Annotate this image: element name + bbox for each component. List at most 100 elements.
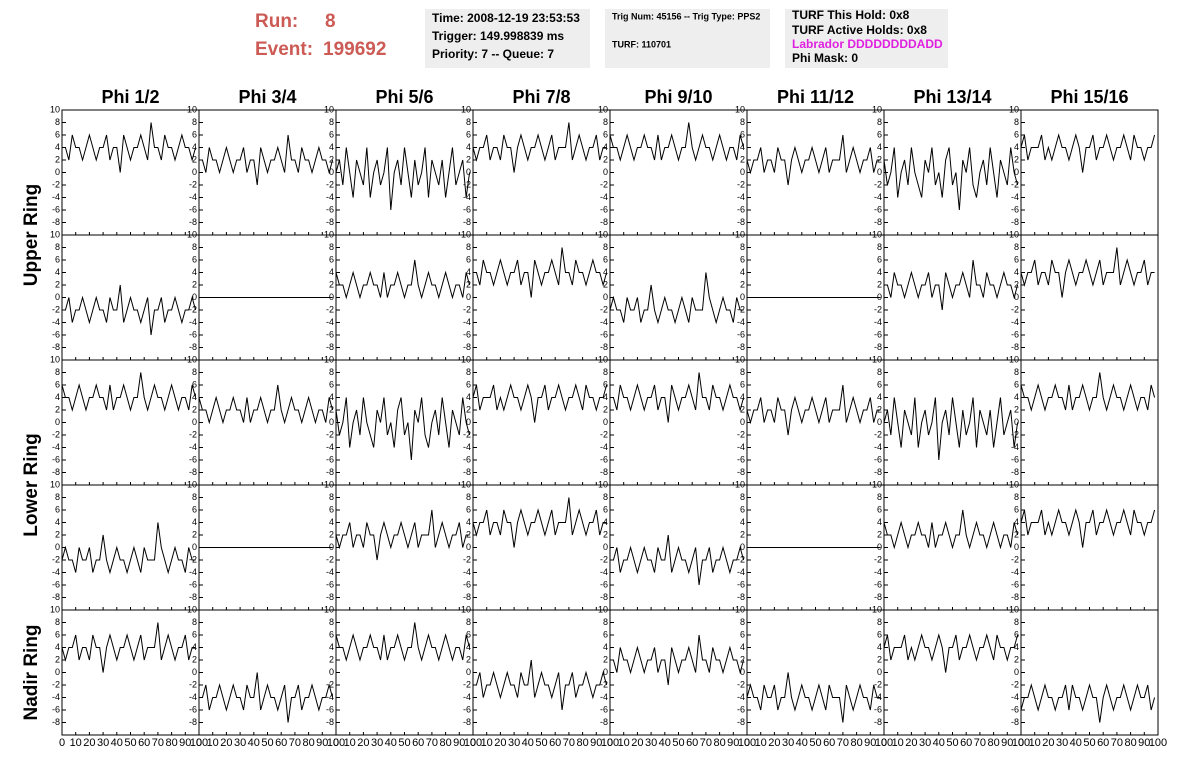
y-tick-label: 2 — [877, 529, 882, 539]
y-tick-label: 4 — [192, 642, 197, 652]
y-tick-label: 0 — [466, 667, 471, 677]
x-tick-label: 0 — [333, 737, 339, 749]
y-tick-label: 6 — [603, 379, 608, 389]
y-tick-label: -6 — [463, 204, 471, 214]
x-tick-label: 30 — [645, 737, 657, 749]
y-tick-label: 8 — [740, 492, 745, 502]
waveform — [1020, 508, 1156, 548]
y-tick-label: 4 — [466, 642, 471, 652]
y-tick-label: 2 — [329, 529, 334, 539]
y-tick-label: -8 — [600, 342, 608, 352]
waveform — [62, 122, 197, 173]
y-tick-label: -6 — [1011, 204, 1019, 214]
x-tick-label: 70 — [837, 737, 849, 749]
y-tick-label: -4 — [874, 442, 882, 452]
y-tick-label: 6 — [55, 504, 60, 514]
y-tick-label: 2 — [740, 154, 745, 164]
x-tick-label: 30 — [508, 737, 520, 749]
x-tick-label: 10 — [755, 737, 767, 749]
y-tick-label: 10 — [735, 604, 745, 614]
y-tick-label: 4 — [877, 267, 882, 277]
y-tick-label: -8 — [463, 592, 471, 602]
x-tick-label: 60 — [549, 737, 561, 749]
y-tick-label: -2 — [737, 179, 745, 189]
column-title: Phi 11/12 — [777, 87, 854, 107]
x-tick-label: 90 — [1001, 737, 1013, 749]
y-tick-label: -4 — [52, 192, 60, 202]
y-tick-label: -2 — [1011, 429, 1019, 439]
x-tick-label: 70 — [700, 737, 712, 749]
y-tick-label: 8 — [55, 117, 60, 127]
x-tick-label: 100 — [1012, 737, 1030, 749]
y-tick-label: 8 — [329, 117, 334, 127]
y-tick-label: -4 — [326, 567, 334, 577]
y-tick-label: -6 — [737, 204, 745, 214]
y-tick-label: 4 — [1014, 392, 1019, 402]
y-tick-label: 8 — [192, 617, 197, 627]
y-tick-label: 0 — [329, 417, 334, 427]
y-tick-label: 8 — [466, 117, 471, 127]
y-tick-label: 0 — [603, 417, 608, 427]
y-tick-label: 8 — [877, 492, 882, 502]
x-tick-label: 30 — [234, 737, 246, 749]
y-tick-label: 2 — [192, 654, 197, 664]
y-tick-label: 8 — [466, 242, 471, 252]
x-tick-label: 0 — [59, 737, 65, 749]
x-tick-label: 20 — [631, 737, 643, 749]
x-tick-label: 20 — [1042, 737, 1054, 749]
x-tick-label: 40 — [248, 737, 260, 749]
y-tick-label: -6 — [737, 579, 745, 589]
y-tick-label: -4 — [874, 192, 882, 202]
y-tick-label: -4 — [737, 317, 745, 327]
y-tick-label: 2 — [877, 279, 882, 289]
y-tick-label: 2 — [603, 654, 608, 664]
y-tick-label: 6 — [877, 379, 882, 389]
y-tick-label: -8 — [874, 342, 882, 352]
y-tick-label: 10 — [1009, 604, 1019, 614]
waveform — [472, 497, 607, 548]
y-tick-label: 10 — [324, 604, 334, 614]
waveform — [199, 672, 334, 723]
y-tick-label: 10 — [598, 104, 608, 114]
y-tick-label: -8 — [52, 342, 60, 352]
y-tick-label: 10 — [872, 104, 882, 114]
y-tick-label: 0 — [192, 542, 197, 552]
y-tick-label: -6 — [52, 204, 60, 214]
y-tick-label: 0 — [740, 292, 745, 302]
y-tick-label: 6 — [603, 629, 608, 639]
y-tick-label: -6 — [52, 704, 60, 714]
y-tick-label: 2 — [192, 404, 197, 414]
y-tick-label: 4 — [192, 392, 197, 402]
y-tick-label: 8 — [466, 617, 471, 627]
x-tick-label: 80 — [165, 737, 177, 749]
y-tick-label: -2 — [600, 429, 608, 439]
y-tick-label: 8 — [1014, 367, 1019, 377]
y-tick-label: 6 — [1014, 254, 1019, 264]
y-tick-label: -6 — [874, 454, 882, 464]
y-tick-label: -2 — [737, 679, 745, 689]
y-tick-label: 4 — [466, 267, 471, 277]
y-tick-label: 10 — [872, 354, 882, 364]
y-tick-label: 2 — [603, 154, 608, 164]
y-tick-label: 4 — [329, 392, 334, 402]
y-tick-label: 10 — [598, 479, 608, 489]
y-tick-label: 4 — [466, 517, 471, 527]
y-tick-label: -6 — [1011, 454, 1019, 464]
y-tick-label: -6 — [600, 454, 608, 464]
y-tick-label: -2 — [52, 679, 60, 689]
column-title: Phi 15/16 — [1050, 87, 1128, 107]
y-tick-label: 8 — [466, 492, 471, 502]
column-title: Phi 9/10 — [644, 87, 712, 107]
y-tick-label: 6 — [466, 254, 471, 264]
y-tick-label: 6 — [329, 129, 334, 139]
y-tick-label: -6 — [189, 579, 197, 589]
y-tick-label: -4 — [737, 567, 745, 577]
y-tick-label: -4 — [600, 442, 608, 452]
y-tick-label: -8 — [1011, 217, 1019, 227]
y-tick-label: 6 — [192, 629, 197, 639]
y-tick-label: -4 — [52, 317, 60, 327]
y-tick-label: 4 — [55, 642, 60, 652]
y-tick-label: 2 — [603, 279, 608, 289]
x-tick-label: 10 — [207, 737, 219, 749]
y-tick-label: 8 — [877, 367, 882, 377]
